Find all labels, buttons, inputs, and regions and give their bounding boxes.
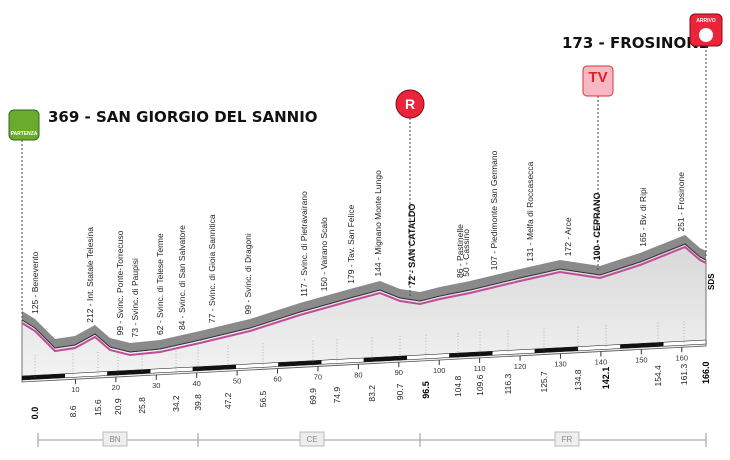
province-box: [299, 431, 325, 447]
province-label: FR: [562, 435, 573, 444]
start-label: 369 - SAN GIORGIO DEL SANNIO: [48, 108, 318, 126]
scale-label: 80: [354, 370, 362, 379]
scale-label: 140: [595, 358, 608, 367]
sds: SDS: [707, 273, 716, 290]
scale-label: 160: [675, 353, 688, 362]
province-bracket: [37, 433, 707, 447]
scale-label: 50: [233, 377, 241, 386]
waypoint-label: 117 - Svinc. di Pietravairano: [299, 191, 309, 297]
scale-label: 120: [514, 362, 527, 371]
province-label: CE: [306, 435, 317, 444]
marker-lines: [21, 46, 707, 320]
waypoint-label: 212 - Int. Statale Telesina: [85, 227, 95, 323]
scale-label: 60: [273, 375, 281, 384]
start-badge-text: PARTENZA: [11, 131, 38, 137]
profile: [21, 235, 707, 383]
waypoint-label: 179 - Tav. San Felice: [346, 204, 356, 283]
province-box: [554, 431, 580, 447]
waypoint-label: 99 - Svinc. Ponte-Torrecuso: [115, 230, 125, 335]
waypoint-label: 172 - Arce: [563, 217, 573, 256]
route-line: [21, 245, 707, 357]
km-label: 20.9: [113, 398, 123, 415]
waypoint-label: 107 - Piedimonte San Germano: [489, 150, 499, 270]
scale-label: 20: [112, 383, 120, 392]
scale-label: 40: [193, 379, 201, 388]
scale-label: 10: [71, 385, 79, 394]
km-label: 25.8: [137, 397, 147, 414]
scale-label: 70: [314, 372, 322, 381]
waypoint-label: 50 - Cassino: [461, 229, 471, 277]
finish-icon: [699, 28, 713, 42]
scale-label: 30: [152, 381, 160, 390]
waypoint-label: 100 - CEPRANO: [592, 193, 602, 261]
km-label: 15.6: [93, 399, 103, 416]
waypoint-label: 131 - Melfa di Roccasecca: [525, 161, 535, 261]
profile-top: [22, 235, 706, 352]
km-label: 56.5: [258, 390, 268, 407]
km-label: 69.9: [308, 388, 318, 405]
km-label: 34.2: [171, 395, 181, 412]
waypoint-label: 72 - SAN CATALDO: [407, 204, 417, 286]
tv-badge-text: TV: [588, 69, 607, 86]
km-label: 125.7: [539, 371, 549, 393]
km-label: 109.6: [475, 374, 485, 396]
start-badge: [8, 109, 40, 141]
km-label: 47.2: [223, 392, 233, 409]
waypoint-label: 99 - Svinc. di Dragoni: [243, 233, 253, 314]
waypoint-label: 73 - Svinc. di Paupisi: [130, 258, 140, 337]
waypoint-label: 165 - Bv. di Ripi: [638, 187, 648, 246]
scale-label: 150: [635, 355, 648, 364]
finish-badge-text: ARRIVO: [696, 18, 716, 24]
km-label: 104.8: [453, 376, 463, 398]
km-label: 142.1: [601, 367, 611, 390]
waypoint-label: 86 - Pastinelle: [455, 224, 465, 278]
km-label: 90.7: [395, 383, 405, 400]
finish-label: 173 - FROSINONE: [562, 34, 709, 52]
km-label: 96.5: [421, 381, 431, 399]
km-label: 74.9: [332, 387, 342, 404]
r-badge-text: R: [405, 96, 415, 112]
km-label: 8.6: [68, 405, 78, 417]
waypoint-label: 144 - Mignano Monte Lungo: [373, 170, 383, 277]
km-label: 83.2: [367, 385, 377, 402]
province-box: [102, 431, 128, 447]
km-label: 166.0: [701, 361, 711, 384]
scale-label: 130: [554, 360, 567, 369]
km-label: 39.8: [193, 394, 203, 411]
province-label: BN: [109, 435, 120, 444]
waypoint-label: 150 - Vairano Scalo: [319, 217, 329, 291]
scale-label: 100: [433, 366, 446, 375]
waypoint-label: 77 - Svinc. di Gioia Sannitica: [207, 214, 217, 323]
waypoint-label: 125 - Benevento: [30, 251, 40, 314]
km-label: 154.4: [653, 365, 663, 387]
km-label: 161.3: [679, 364, 689, 386]
scale-label: 90: [395, 368, 403, 377]
waypoint-label: 251 - Frosinone: [676, 172, 686, 232]
route-line-dark: [21, 243, 707, 353]
km-label: 0.0: [30, 407, 40, 420]
scale-label: 110: [474, 364, 486, 373]
waypoint-label: 84 - Svinc. di San Salvatore: [177, 225, 187, 330]
km-label: 116.3: [503, 374, 513, 395]
waypoint-label: 62 - Svinc. di Telese Terme: [155, 233, 165, 335]
km-label: 134.8: [573, 369, 583, 391]
